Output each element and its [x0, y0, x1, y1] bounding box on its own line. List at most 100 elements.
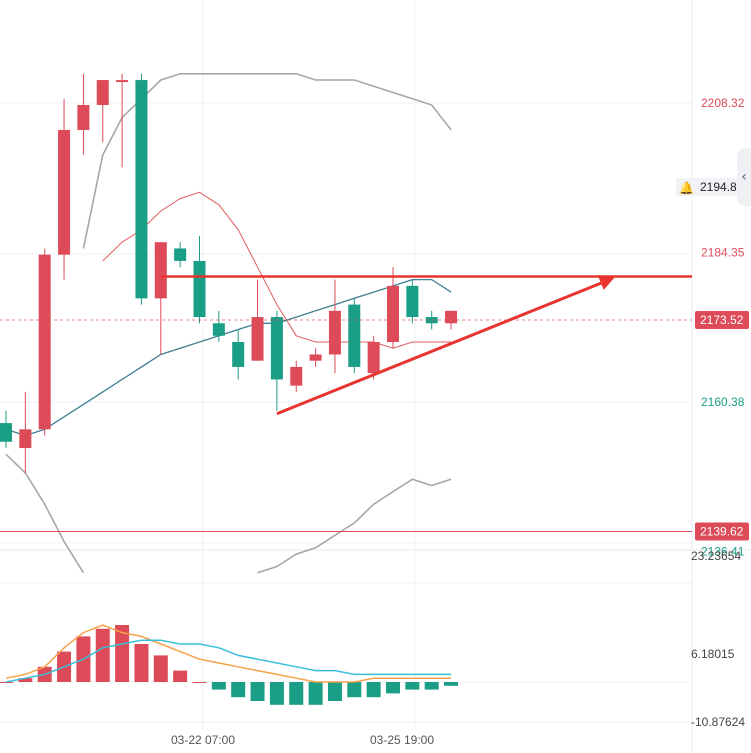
candle	[154, 242, 167, 355]
candle-body	[96, 80, 109, 105]
macd-axis-label: 6.18015	[691, 647, 735, 661]
candle-body	[77, 104, 90, 130]
candle-body	[445, 310, 458, 324]
trend-arrow-line	[276, 279, 609, 416]
candle-body	[154, 242, 167, 299]
axes: 2208.32 🔔 2194.84 2184.35 2160.38 2136.41 2173…	[171, 96, 751, 747]
current-price-label: 2173.52	[700, 313, 744, 327]
macd-bar	[347, 682, 362, 698]
macd-bar	[115, 625, 130, 682]
price-axis-label: 2194.84	[700, 180, 744, 194]
macd-bar	[173, 670, 188, 682]
macd-bar	[18, 678, 33, 682]
boll-lower-line	[5, 453, 452, 574]
candle-body	[406, 285, 419, 318]
drawings	[0, 275, 692, 532]
macd-bar	[327, 682, 342, 701]
candle	[77, 73, 90, 155]
macd-panel	[0, 624, 459, 705]
candle-body	[193, 260, 206, 318]
candle	[135, 73, 148, 305]
chevron-left-icon: ‹	[741, 169, 747, 185]
candle	[367, 335, 380, 380]
macd-bar	[308, 682, 323, 705]
macd-axis-label: -10.87624	[691, 715, 745, 729]
candle	[38, 248, 51, 436]
candles	[0, 73, 458, 473]
time-axis-label: 03-22 07:00	[171, 733, 235, 747]
candle-body	[212, 323, 225, 336]
macd-bar	[192, 682, 207, 683]
candle	[387, 267, 399, 349]
candle-body	[232, 342, 245, 367]
macd-bar	[250, 682, 265, 701]
candle-body	[387, 285, 399, 343]
candle-body	[135, 80, 148, 299]
candle	[425, 310, 438, 330]
macd-bar	[424, 682, 439, 690]
candle	[174, 242, 187, 268]
price-alert-label	[676, 178, 751, 197]
price-axis-label: 2160.38	[701, 395, 745, 409]
macd-axis-label: 23.23654	[691, 549, 741, 563]
candle-body	[309, 354, 322, 361]
moving-averages	[5, 191, 452, 437]
candle-body	[38, 254, 51, 430]
macd-bar	[134, 644, 149, 682]
macd-bar	[366, 682, 381, 698]
candle	[232, 329, 245, 380]
price-axis-label: 2184.35	[701, 246, 745, 260]
macd-bar	[444, 682, 459, 686]
collapse-panel-button[interactable]: ‹	[737, 148, 751, 206]
dea-line	[5, 639, 452, 683]
macd-bar	[95, 628, 110, 682]
dif-line	[5, 624, 452, 683]
macd-bar	[153, 655, 168, 682]
candle-body	[116, 80, 129, 83]
candle	[58, 98, 71, 280]
candle-body	[348, 304, 361, 367]
bell-icon: 🔔	[679, 181, 694, 195]
candle-body	[174, 248, 187, 261]
price-axis-label: 2136.41	[701, 545, 745, 559]
candle-body	[270, 317, 283, 380]
time-axis-label: 03-25 19:00	[370, 733, 434, 747]
macd-bar	[405, 682, 420, 690]
candle	[348, 298, 361, 374]
price-axis-label: 2208.32	[701, 96, 745, 110]
candle	[19, 391, 32, 473]
line-price-label: 2139.62	[700, 524, 744, 538]
candle	[290, 360, 303, 392]
candle	[328, 279, 341, 374]
macd-bar	[386, 682, 400, 694]
candle-body	[290, 366, 303, 386]
candle	[406, 279, 419, 324]
macd-bar	[231, 682, 246, 698]
candle	[270, 310, 283, 411]
candle	[309, 348, 322, 367]
trend-arrow-head	[597, 275, 616, 290]
candle-body	[0, 423, 12, 442]
candle	[251, 279, 264, 361]
candle-body	[251, 317, 264, 361]
candle	[96, 80, 109, 143]
candle	[212, 310, 225, 343]
candle	[0, 410, 12, 449]
line-price-tag	[695, 522, 749, 541]
candle	[116, 73, 129, 168]
candle-body	[328, 310, 341, 355]
candle	[193, 235, 206, 324]
macd-bar	[269, 682, 284, 705]
candle-body	[58, 129, 71, 255]
bollinger-bands	[5, 73, 452, 574]
candle-body	[425, 317, 438, 324]
ma-long-line	[5, 278, 452, 437]
macd-bar	[289, 682, 304, 705]
current-price-tag	[695, 311, 749, 330]
candle-body	[367, 342, 380, 374]
candle-body	[19, 429, 32, 449]
macd-bar	[211, 682, 226, 690]
